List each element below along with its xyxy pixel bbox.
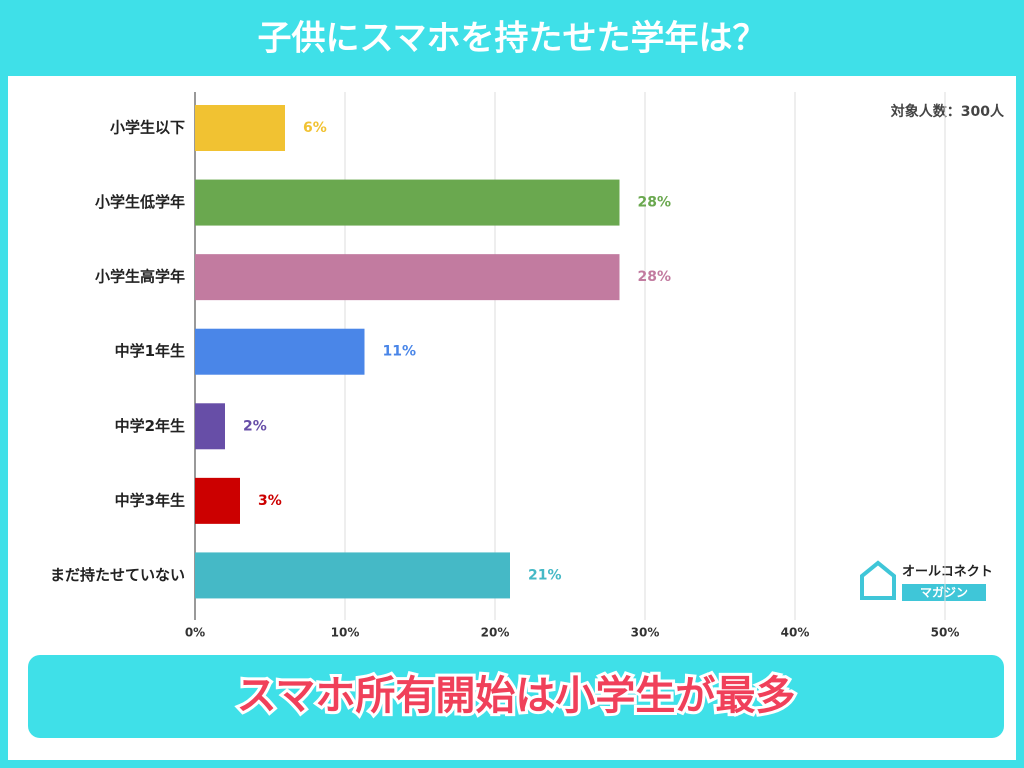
bar [195, 328, 365, 375]
y-tick-label: 中学3年生 [115, 491, 185, 509]
value-label: 3% [258, 493, 282, 509]
banner-text: スマホ所有開始は小学生が最多 [237, 673, 796, 719]
logo-sub-box [902, 584, 986, 601]
y-tick-label: 中学1年生 [115, 342, 185, 360]
y-tick-label: 小学生低学年 [95, 193, 185, 211]
x-tick-label: 50% [931, 626, 960, 640]
bar [195, 179, 620, 226]
value-label: 2% [243, 418, 267, 434]
value-label: 11% [383, 344, 417, 360]
logo: オールコネクト マガジン [860, 560, 993, 601]
banner-box [28, 655, 1004, 738]
y-tick-label: まだ持たせていない [50, 566, 185, 584]
chart-title: 子供にスマホを持たせた学年は？ [258, 19, 767, 59]
bar [195, 403, 225, 450]
y-tick-label: 小学生高学年 [95, 268, 185, 286]
y-tick-label: 中学2年生 [115, 417, 185, 435]
x-tick-label: 30% [631, 626, 660, 640]
bar [195, 552, 510, 599]
x-tick-label: 20% [481, 626, 510, 640]
annotation: 対象人数：300人 [890, 103, 1005, 120]
value-label: 28% [638, 195, 672, 211]
bar [195, 105, 285, 151]
logo-sub: マガジン [920, 585, 968, 600]
x-tick-label: 0% [185, 626, 205, 640]
value-label: 6% [303, 120, 327, 136]
logo-name: オールコネクト [902, 565, 993, 580]
logo-icon [860, 560, 896, 600]
x-tick-label: 10% [331, 626, 360, 640]
y-tick-label: 小学生以下 [110, 119, 185, 137]
value-label: 21% [528, 567, 562, 583]
plot: 0% 10% 20% 30% 40% 50% 小学生以下 6% 小学生低学年 28% 小学生高学年 2… [50, 92, 959, 640]
value-label: 28% [638, 269, 672, 285]
bar [195, 254, 620, 301]
x-tick-label: 40% [781, 626, 810, 640]
bar [195, 477, 240, 524]
